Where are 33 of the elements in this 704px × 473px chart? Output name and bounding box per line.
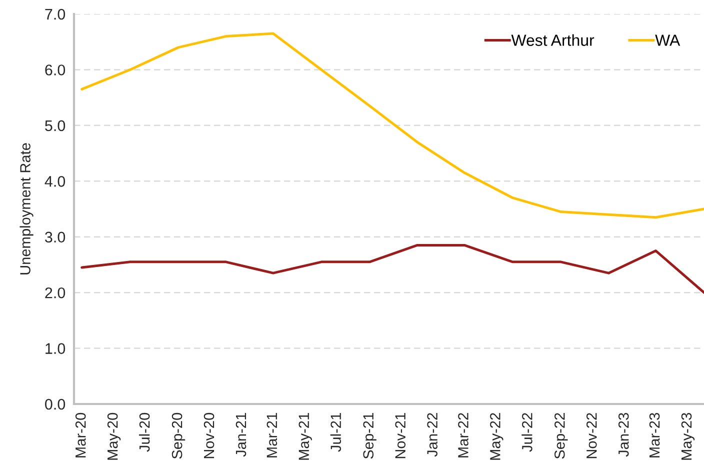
x-tick-label: Jan-23 xyxy=(618,412,629,457)
x-tick-label: Nov-21 xyxy=(395,413,406,458)
x-tick-label: May-23 xyxy=(681,412,695,460)
x-tick-label: Jul-21 xyxy=(330,413,342,452)
x-tick-label: Mar-21 xyxy=(266,413,278,458)
x-tick-label: Jan-21 xyxy=(236,413,246,457)
x-tick-label: Mar-23 xyxy=(649,412,660,458)
x-tick-label: Sep-21 xyxy=(363,413,376,459)
x-tick-label: Nov-22 xyxy=(586,413,597,458)
legend-label: West Arthur xyxy=(511,34,594,46)
y-tick-label: 4.0 xyxy=(44,176,66,187)
y-tick-label: 3.0 xyxy=(45,232,66,243)
line-series xyxy=(80,32,704,219)
line-series xyxy=(80,244,704,294)
x-tick-label: May-22 xyxy=(490,413,504,460)
y-tick-label: 7.0 xyxy=(45,8,66,20)
x-tick-label: Jan-22 xyxy=(427,413,438,457)
y-tick-label: 2.0 xyxy=(45,287,66,298)
x-tick-label: Jul-20 xyxy=(139,412,150,452)
x-tick-label: Sep-22 xyxy=(554,413,568,459)
x-tick-label: Sep-20 xyxy=(172,412,186,459)
y-axis-title: Unemployment Rate xyxy=(20,143,34,274)
y-tick-label: 1.0 xyxy=(46,343,66,354)
y-tick-label: 0.0 xyxy=(45,398,66,410)
x-tick-label: Nov-20 xyxy=(204,412,214,458)
y-tick-label: 5.0 xyxy=(45,120,66,132)
x-tick-label: Mar-22 xyxy=(458,413,468,458)
x-tick-label: May-20 xyxy=(107,412,121,460)
x-tick-label: Jul-22 xyxy=(522,413,532,452)
x-tick-label: May-21 xyxy=(298,413,312,460)
y-tick-label: 6.0 xyxy=(45,64,66,76)
x-tick-label: Mar-20 xyxy=(75,412,86,458)
legend-label: WA xyxy=(655,34,680,46)
